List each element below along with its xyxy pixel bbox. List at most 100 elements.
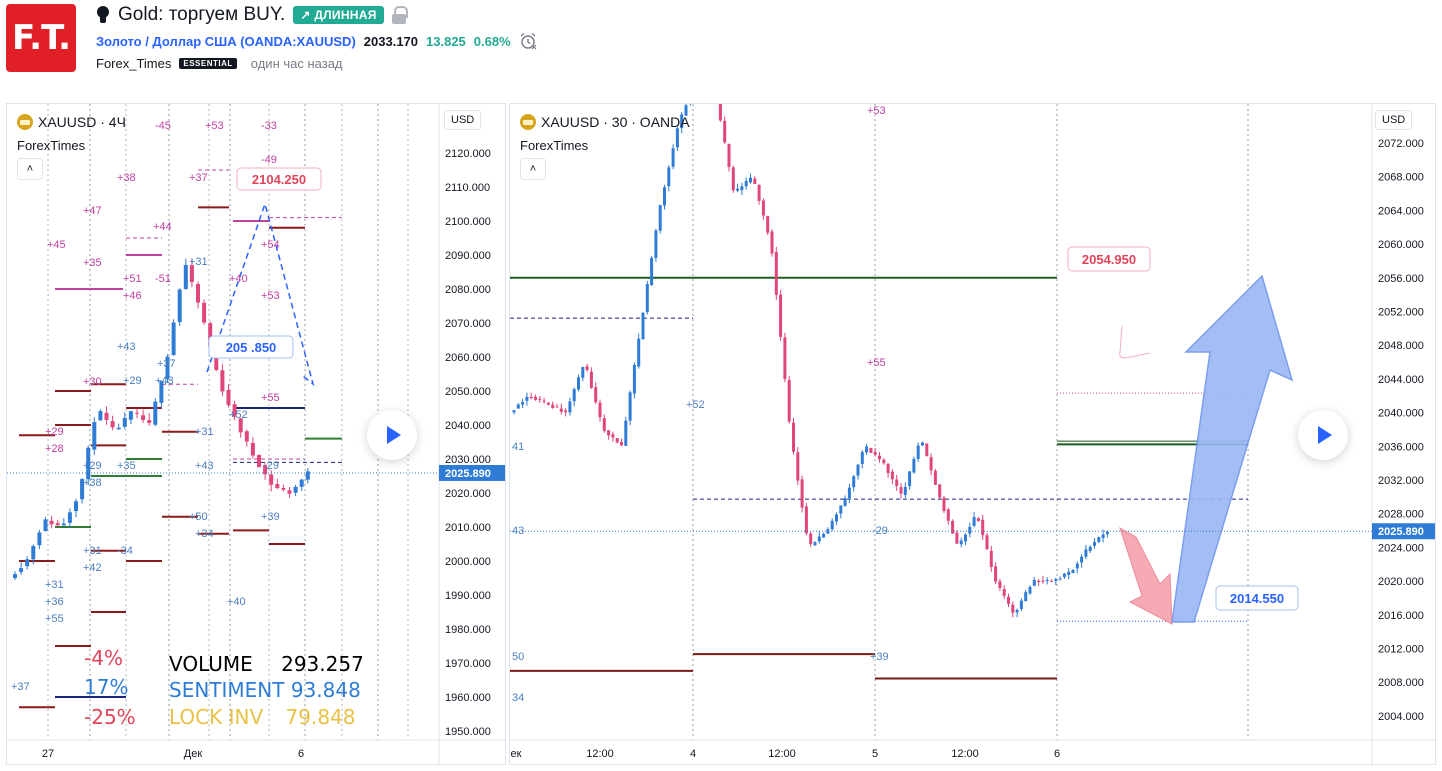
idea-title-row: Gold: торгуем BUY. ↗ ДЛИННАЯ <box>96 4 408 26</box>
price-tick-label: 2004.000 <box>1378 711 1424 723</box>
right-candle-body <box>981 519 985 536</box>
price-tick-label: 2060.000 <box>1378 239 1424 251</box>
level-label-pink: +44 <box>153 221 172 233</box>
level-label-pink: +55 <box>867 357 886 369</box>
right-candle-body <box>1011 604 1015 613</box>
right-candle-body <box>680 114 684 128</box>
price-tick-label: 2044.000 <box>1378 374 1424 386</box>
level-label-pink: +28 <box>45 443 64 455</box>
right-candle-body <box>766 215 770 233</box>
right-candle-body <box>577 377 580 390</box>
right-candle-body <box>908 471 912 487</box>
price-tick-label: 2090.000 <box>445 250 491 262</box>
right-candle-body <box>1088 546 1092 551</box>
left-candle-body <box>269 474 274 485</box>
right-candle-body <box>718 104 722 121</box>
price-tick-label: 2036.000 <box>1378 441 1424 453</box>
brand-logo[interactable]: F.T. <box>6 4 76 72</box>
right-candle-body <box>1080 556 1084 563</box>
right-candle-body <box>895 479 899 486</box>
price-tick-label: 2000.000 <box>445 556 491 568</box>
level-label-blue: +29 <box>123 375 142 387</box>
right-candle-body <box>1101 534 1105 539</box>
right-candle-body <box>813 542 817 546</box>
right-candle-body <box>1071 569 1075 574</box>
price-tick-label: 2120.000 <box>445 148 491 160</box>
right-candle-body <box>912 458 916 473</box>
right-candle-body <box>529 396 533 399</box>
lock-inv-label: LOCK INV <box>169 705 264 729</box>
right-candle-body <box>830 520 834 530</box>
direction-badge: ↗ ДЛИННАЯ <box>293 6 384 24</box>
price-tick-label: 2020.000 <box>445 488 491 500</box>
left-chart-panel[interactable]: 2104.250 205 .850 +47 +45 +35 +38 +37 -45 +53 -33… <box>6 103 506 765</box>
right-candle-body <box>516 404 520 409</box>
percent-red-2: -25% <box>84 705 136 729</box>
right-candle-body <box>878 455 881 460</box>
left-play-button[interactable] <box>367 410 417 460</box>
left-candle-body <box>305 471 310 480</box>
right-candle-body <box>1028 587 1032 594</box>
level-label-pink: +53 <box>867 105 886 117</box>
volume-stat: VOLUME 293.257 <box>169 651 364 677</box>
right-candle-body <box>749 177 752 183</box>
right-candle-body <box>1075 563 1079 569</box>
level-label-pink: +35 <box>83 257 102 269</box>
time-tick-label: 12:00 <box>586 748 614 760</box>
right-candle-body <box>882 459 886 464</box>
left-candle-body <box>135 412 139 414</box>
right-candle-body <box>1045 579 1049 581</box>
right-collapse-button[interactable]: ˄ <box>520 158 546 180</box>
right-candle-body <box>607 430 611 436</box>
alarm-clock-icon[interactable] <box>519 32 537 50</box>
left-currency-button[interactable]: USD <box>444 110 482 130</box>
time-tick-label: Дек <box>184 748 203 760</box>
left-collapse-button[interactable]: ˄ <box>17 158 43 180</box>
right-candle-body <box>542 400 546 402</box>
right-candle-body <box>727 144 731 167</box>
down-arrow <box>1119 526 1173 625</box>
up-arrow <box>1171 274 1294 623</box>
price-tick-label: 2020.000 <box>1378 576 1424 588</box>
right-candle-body <box>865 446 869 453</box>
level-label-blue: +55 <box>45 613 64 625</box>
callout-text-blue: 205 .850 <box>226 340 277 355</box>
left-candle-body <box>116 427 121 430</box>
left-chart-plot[interactable]: 2104.250 205 .850 +47 +45 +35 +38 +37 -45 +53 -33… <box>7 104 506 765</box>
volume-value: 293.257 <box>281 652 364 676</box>
right-candle-body <box>521 402 525 405</box>
symbol-link[interactable]: Золото / Доллар США (OANDA:XAUUSD) <box>96 33 356 49</box>
level-label-blue: +38 <box>83 477 102 489</box>
author-name[interactable]: Forex_Times <box>96 56 172 71</box>
left-chart-title: XAUUSD · 4Ч <box>17 114 126 130</box>
left-candle-body <box>13 574 17 578</box>
right-candle-body <box>546 402 550 405</box>
level-label-blue: +31 <box>45 579 64 591</box>
right-candle-body <box>886 463 890 474</box>
left-candle-body <box>61 523 66 526</box>
left-candle-body <box>281 488 286 490</box>
level-label-blue: 34 <box>512 692 524 704</box>
left-candle-body <box>287 490 292 494</box>
left-candle-body <box>98 411 103 421</box>
right-chart-panel[interactable]: 2054.950 2014.550 +53 +55 +52 41 43 -29 50 +39 34 2… <box>509 103 1436 765</box>
right-candle-body <box>843 498 847 506</box>
right-candle-body <box>964 534 967 542</box>
left-candle-body <box>153 401 158 425</box>
left-candle-body <box>74 501 78 512</box>
right-candle-body <box>632 364 636 394</box>
price-tick-label: 1980.000 <box>445 624 491 636</box>
right-candle-body <box>1007 596 1010 604</box>
left-candle-body <box>147 420 152 423</box>
price-tick-label: 2080.000 <box>445 284 491 296</box>
right-currency-button[interactable]: USD <box>1375 110 1413 130</box>
idea-title: Gold: торгуем BUY. <box>118 4 286 25</box>
right-play-button[interactable] <box>1298 410 1348 460</box>
right-candle-body <box>787 379 791 422</box>
time-tick-label: 6 <box>298 748 304 760</box>
price-tick-label: 2016.000 <box>1378 610 1424 622</box>
price-change-percent: 0.68% <box>473 33 511 49</box>
left-candle-body <box>299 479 304 487</box>
last-price-marker <box>439 464 505 481</box>
